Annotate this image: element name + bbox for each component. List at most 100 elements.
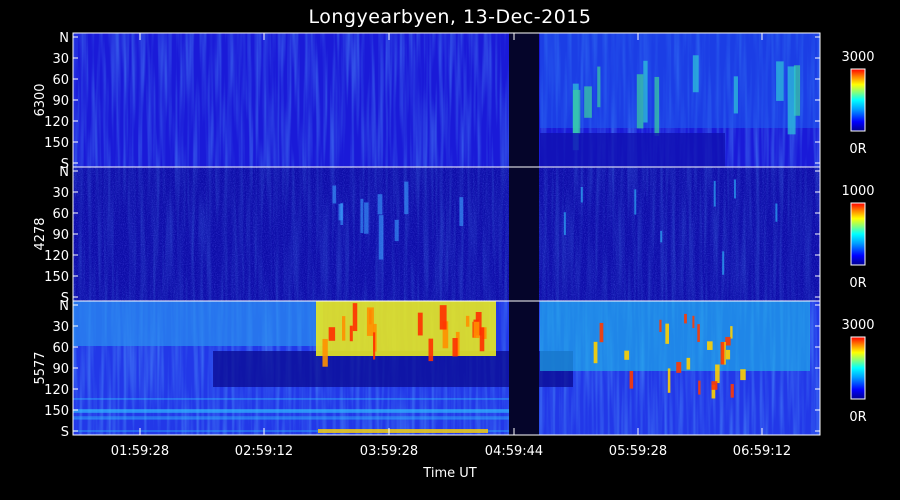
- peak-emission: [439, 305, 447, 330]
- panel-ylabel: 6300: [33, 83, 48, 116]
- peak-emission: [711, 381, 718, 390]
- aurora-streak: [404, 181, 409, 215]
- colorbar-min-label: 0R: [849, 410, 866, 425]
- peak-emission: [629, 370, 634, 389]
- colorbar-gradient: [850, 202, 866, 266]
- y-tick-label: S: [61, 425, 69, 440]
- peak-emission: [328, 327, 336, 341]
- aurora-streak: [364, 202, 369, 234]
- horizontal-streak: [73, 418, 513, 420]
- y-tick-label: S: [61, 157, 69, 172]
- peak-emission: [479, 327, 485, 352]
- aurora-streak: [713, 180, 716, 207]
- colorbar-4278: 1000 0R: [841, 184, 874, 291]
- aurora-streak: [660, 230, 663, 243]
- y-tick-label: 60: [52, 341, 69, 356]
- aurora-streak: [722, 251, 725, 275]
- y-tick-label: 120: [44, 115, 69, 130]
- peak-emission: [684, 313, 687, 324]
- y-tick-label: N: [59, 165, 69, 180]
- horizontal-streak: [73, 416, 513, 418]
- y-tick-label: 60: [52, 207, 69, 222]
- x-tick-label: 02:59:12: [235, 444, 293, 459]
- peak-emission: [455, 331, 460, 356]
- south-edge-emission: [318, 429, 488, 433]
- x-tick-label: 06:59:12: [733, 444, 791, 459]
- panel-4278: 4278 N 30 60 90 120 150 S 1000 0R: [33, 165, 875, 306]
- x-tick-label: 04:59:44: [485, 444, 543, 459]
- y-tick-label: 150: [44, 136, 69, 151]
- peak-emission: [452, 338, 458, 357]
- aurora-streak: [733, 179, 736, 199]
- colorbar-max-label: 1000: [841, 184, 874, 199]
- colorbar-gradient: [850, 68, 866, 132]
- peak-emission: [720, 342, 725, 365]
- peak-emission: [698, 380, 701, 395]
- peak-emission: [707, 341, 713, 350]
- peak-emission: [725, 349, 731, 360]
- horizontal-streak: [73, 398, 513, 400]
- aurora-streak: [459, 197, 464, 226]
- y-tick-label: 90: [52, 94, 69, 109]
- y-tick-label: 150: [44, 270, 69, 285]
- bright-emission: [316, 301, 496, 356]
- peak-emission: [373, 332, 376, 360]
- peak-emission: [715, 364, 720, 384]
- y-tick-label: S: [61, 291, 69, 306]
- panel-6300: 6300 N 30 60 90 120 150 S 3000 0R: [33, 31, 875, 172]
- y-tick-label: 90: [52, 362, 69, 377]
- peak-emission: [711, 384, 716, 399]
- y-tick-label: 90: [52, 228, 69, 243]
- aurora-streak: [787, 66, 796, 135]
- peak-emission: [730, 326, 733, 339]
- aurora-streak: [572, 89, 581, 135]
- y-tick-label: 120: [44, 249, 69, 264]
- x-tick-label: 05:59:28: [609, 444, 667, 459]
- aurora-streak: [332, 185, 337, 204]
- peak-emission: [465, 315, 470, 327]
- y-tick-label: 30: [52, 320, 69, 335]
- dark-band: [540, 133, 725, 167]
- colorbar-max-label: 3000: [841, 318, 874, 333]
- aurora-streak: [338, 203, 343, 221]
- y-tick-label: 150: [44, 404, 69, 419]
- streak-texture: [73, 167, 820, 301]
- aurora-streak: [377, 194, 383, 215]
- peak-emission: [342, 316, 346, 341]
- aurora-streak: [584, 86, 592, 118]
- panel-ylabel: 4278: [33, 217, 48, 250]
- aurora-streak: [775, 203, 778, 222]
- y-tick-label: 120: [44, 383, 69, 398]
- emission-region: [73, 301, 323, 346]
- data-gap: [509, 33, 539, 167]
- peak-emission: [417, 312, 423, 336]
- chart-title: Longyearbyen, 13-Dec-2015: [308, 6, 592, 28]
- aurora-streak: [378, 215, 384, 260]
- aurora-streak: [643, 60, 648, 123]
- peak-emission: [676, 362, 682, 373]
- peak-emission: [697, 324, 700, 342]
- aurora-streak: [636, 74, 644, 129]
- aurora-streak: [776, 61, 784, 101]
- y-tick-label: N: [59, 299, 69, 314]
- peak-emission: [366, 307, 374, 336]
- peak-emission: [428, 338, 434, 362]
- x-tick-label: 01:59:28: [111, 444, 169, 459]
- peak-emission: [686, 357, 691, 370]
- peak-emission: [667, 368, 671, 393]
- colorbar-5577: 3000 0R: [841, 318, 874, 425]
- aurora-streak: [580, 186, 583, 203]
- panel-5577: 5577 N 30 60 90 120 150 S 3000 0R: [33, 299, 875, 440]
- peak-emission: [665, 323, 670, 344]
- peak-emission: [322, 338, 328, 367]
- aurora-streak: [793, 65, 801, 116]
- aurora-streak: [634, 189, 637, 215]
- peak-emission: [624, 350, 630, 360]
- colorbar-min-label: 0R: [849, 142, 866, 157]
- peak-emission: [740, 369, 746, 381]
- y-tick-label: 30: [52, 186, 69, 201]
- aurora-streak: [654, 76, 660, 136]
- peak-emission: [659, 319, 662, 332]
- x-axis-label: Time UT: [423, 466, 477, 481]
